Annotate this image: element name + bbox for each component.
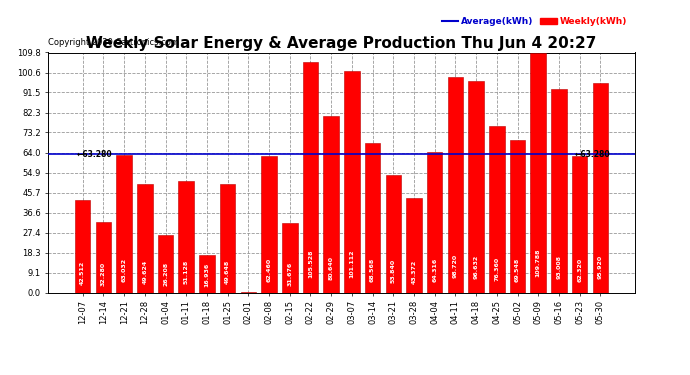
Text: 101.112: 101.112 (349, 250, 355, 278)
Text: 109.788: 109.788 (535, 249, 541, 277)
Bar (551, 89, 566, 292)
Text: 53.840: 53.840 (391, 259, 396, 284)
Text: 105.528: 105.528 (308, 249, 313, 278)
Text: 64.316: 64.316 (432, 258, 437, 282)
Text: 96.632: 96.632 (473, 254, 479, 279)
Title: Weekly Solar Energy & Average Production Thu Jun 4 20:27: Weekly Solar Energy & Average Production… (86, 36, 597, 51)
Text: 93.008: 93.008 (556, 255, 562, 279)
Bar (427, 152, 442, 292)
Bar (179, 181, 194, 292)
Bar (220, 184, 235, 292)
Legend: Average(kWh), Weekly(kWh): Average(kWh), Weekly(kWh) (438, 14, 630, 30)
Bar (489, 126, 504, 292)
Text: 16.936: 16.936 (204, 263, 210, 287)
Text: 63.032: 63.032 (121, 258, 127, 282)
Text: 42.512: 42.512 (80, 260, 86, 285)
Text: 49.624: 49.624 (142, 260, 148, 284)
Bar (448, 77, 463, 292)
Bar (158, 235, 173, 292)
Text: 62.320: 62.320 (577, 258, 582, 282)
Bar (593, 83, 608, 292)
Bar (324, 116, 339, 292)
Text: 62.460: 62.460 (266, 258, 272, 282)
Bar (262, 156, 277, 292)
Text: 31.676: 31.676 (287, 261, 293, 286)
Text: 26.208: 26.208 (163, 262, 168, 286)
Text: ←63.280: ←63.280 (77, 150, 112, 159)
Bar (510, 141, 525, 292)
Text: 98.720: 98.720 (453, 254, 458, 278)
Text: 80.640: 80.640 (328, 256, 334, 280)
Text: 32.280: 32.280 (101, 262, 106, 286)
Bar (572, 156, 587, 292)
Bar (303, 62, 318, 292)
Bar (96, 222, 111, 292)
Text: 43.372: 43.372 (411, 260, 417, 285)
Text: 51.128: 51.128 (184, 260, 189, 284)
Text: 49.648: 49.648 (225, 260, 230, 284)
Text: 95.920: 95.920 (598, 255, 603, 279)
Bar (469, 81, 484, 292)
Text: Copyright 2020 Cartronics.com: Copyright 2020 Cartronics.com (48, 38, 179, 47)
Bar (365, 142, 380, 292)
Bar (282, 223, 297, 292)
Bar (137, 184, 152, 292)
Bar (117, 155, 132, 292)
Text: ←63.280: ←63.280 (575, 150, 611, 159)
Text: 69.548: 69.548 (515, 257, 520, 282)
Bar (344, 72, 359, 292)
Bar (531, 53, 546, 292)
Text: 76.360: 76.360 (494, 257, 500, 281)
Text: 68.568: 68.568 (370, 258, 375, 282)
Bar (199, 255, 215, 292)
Bar (386, 175, 401, 292)
Bar (406, 198, 422, 292)
Bar (75, 200, 90, 292)
